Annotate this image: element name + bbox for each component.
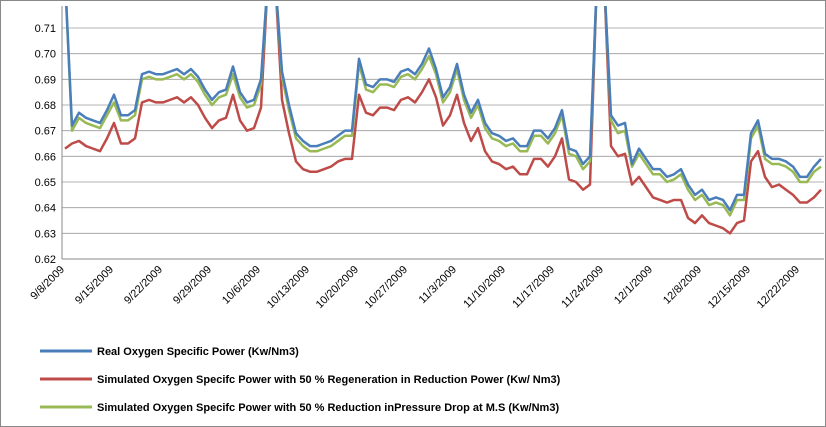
- y-tick-label: 0.70: [35, 49, 56, 61]
- y-tick-label: 0.64: [35, 203, 56, 215]
- data-line: [64, 6, 822, 235]
- y-tick-label: 0.62: [35, 254, 56, 266]
- data-line: [65, 6, 822, 212]
- y-tick-label: 0.65: [35, 177, 56, 189]
- y-tick-label: 0.67: [35, 126, 56, 138]
- y-tick-label: 0.69: [35, 74, 56, 86]
- y-tick-label: 0.66: [35, 151, 56, 163]
- data-line: [65, 6, 822, 217]
- y-tick-label: 0.68: [35, 100, 56, 112]
- legend-label: Real Oxygen Specific Power (Kw/Nm3): [97, 346, 299, 358]
- y-tick-label: 0.71: [35, 23, 56, 35]
- legend-label: Simulated Oxygen Specifc Power with 50 %…: [97, 374, 561, 386]
- legend-label: Simulated Oxygen Specifc Power with 50 %…: [97, 402, 559, 414]
- y-tick-label: 0.63: [35, 228, 56, 240]
